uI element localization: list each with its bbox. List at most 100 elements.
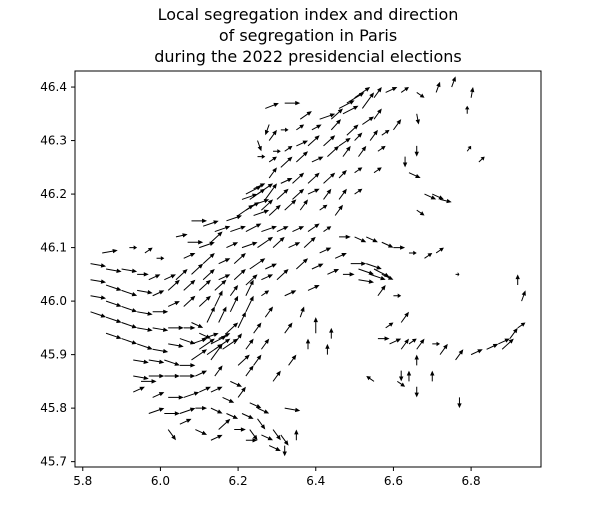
vector-arrow [416,209,425,216]
vector-arrow [406,370,412,382]
vector-arrow [105,268,122,273]
vector-arrow [478,156,485,163]
vector-arrow [377,145,386,152]
vector-arrow [245,279,254,296]
vector-arrow [152,348,169,354]
vector-arrow [325,343,330,355]
vector-arrow [218,333,231,340]
vector-arrow [167,429,176,441]
vector-arrow [311,263,324,270]
vector-arrow [515,274,520,286]
vector-arrow [385,322,394,329]
title-line-3: during the 2022 presidencial elections [154,47,462,66]
vector-arrow [245,274,258,286]
vector-arrow [249,258,266,270]
vector-arrow [408,172,421,179]
vector-arrow [339,234,351,240]
vector-arrow [179,407,196,414]
vector-arrow [168,343,184,348]
vector-arrow [229,295,239,313]
vector-arrow [137,311,153,316]
vector-arrow [164,411,180,416]
vector-arrow [397,380,406,387]
y-tick-label: 46.2 [40,187,67,201]
vector-arrow [457,397,462,409]
vector-arrow [327,145,340,157]
vector-arrow [414,386,419,398]
vector-arrow [183,391,200,398]
vector-arrow [198,279,211,291]
x-tick-label: 6.8 [462,474,481,488]
vector-arrow [299,111,312,120]
vector-arrow [164,359,180,366]
vector-arrow [369,129,378,141]
vector-arrow [129,245,138,250]
vector-arrow [486,343,499,350]
vector-arrow [152,327,169,332]
vector-arrow [230,225,246,233]
vector-arrow [210,434,223,441]
vector-arrow [408,250,417,256]
vector-arrow [338,100,355,109]
vector-arrow [179,363,196,368]
vector-arrow [280,178,293,184]
vector-arrow [338,188,347,200]
vector-arrow [249,429,258,441]
vector-arrow [202,269,215,281]
vector-arrow [121,305,138,313]
vector-arrow [264,124,270,136]
vector-arrow [292,188,305,200]
vector-arrow [292,226,305,232]
vector-arrow [319,113,336,120]
vector-arrow [167,279,180,291]
vector-arrow [400,87,409,93]
vector-arrow [137,327,153,332]
vector-arrow [284,100,301,106]
vector-arrow [148,407,165,414]
vector-arrow [179,338,196,345]
vector-arrow [414,145,419,157]
vector-arrow [509,327,518,339]
vector-arrow [381,273,394,280]
vector-arrow [303,236,316,248]
vector-arrow [415,113,420,125]
vector-arrow [179,373,196,379]
vector-arrow [210,407,223,414]
vector-arrow [233,269,246,281]
vector-arrow [268,156,277,163]
vector-arrow [136,343,153,350]
vector-arrow [334,204,343,216]
vector-arrow [272,236,285,248]
vector-arrow [137,272,149,277]
vector-arrow [319,247,332,254]
vector-arrow [195,405,208,411]
vector-arrow [214,225,231,233]
vector-arrow [168,325,184,331]
vector-arrow [233,252,246,265]
vector-arrow [226,242,239,249]
vector-arrow [273,149,281,154]
vector-arrow [175,269,188,281]
vector-arrow [439,198,452,204]
vector-arrow [265,263,277,270]
vector-arrow [272,370,281,382]
vector-arrow [296,140,308,147]
vector-arrow [245,438,258,443]
vector-arrow [299,306,305,318]
vector-arrow [144,247,153,254]
vector-arrow [329,327,334,339]
vector-arrow [435,81,441,93]
vector-arrow [288,354,297,366]
vector-arrow [137,289,153,295]
vector-arrow [381,241,394,248]
vector-arrow [218,258,231,265]
vector-arrow [199,386,211,393]
vector-arrow [284,290,297,297]
vector-arrow [393,245,406,250]
vector-arrow [366,236,378,243]
vector-arrow [284,145,293,152]
vector-arrow [358,279,375,284]
vector-arrow [168,395,184,400]
vector-arrow [90,295,107,300]
